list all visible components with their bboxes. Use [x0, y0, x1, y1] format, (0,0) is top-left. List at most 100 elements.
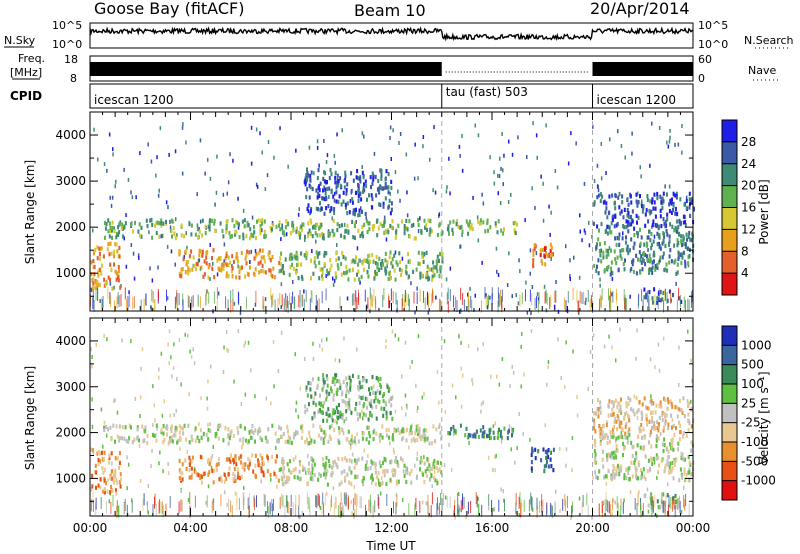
gate-stripe — [566, 495, 568, 508]
range-cell — [643, 396, 646, 401]
range-cell — [537, 449, 540, 454]
range-cell — [309, 209, 312, 214]
range-cell — [235, 230, 238, 235]
gate-stripe — [485, 295, 487, 308]
range-cell — [360, 396, 363, 401]
scatter-cell — [379, 491, 382, 496]
gate-stripe — [197, 294, 199, 307]
scatter-cell — [461, 373, 464, 378]
range-cell — [426, 227, 428, 233]
range-cell — [298, 469, 301, 474]
range-cell — [622, 446, 625, 451]
gate-stripe — [287, 300, 289, 313]
scatter-cell — [343, 270, 345, 275]
range-cell — [335, 190, 338, 195]
range-cell — [109, 225, 112, 230]
range-cell — [633, 412, 636, 417]
range-cell — [252, 430, 255, 435]
scatter-cell — [184, 332, 186, 337]
velocity-ylabel: Slant Range [km] — [23, 366, 37, 470]
range-cell — [272, 266, 275, 271]
range-cell — [609, 439, 611, 444]
range-cell — [333, 207, 336, 212]
scatter-cell — [451, 383, 454, 388]
range-cell — [395, 233, 398, 238]
gate-stripe — [654, 294, 656, 307]
range-cell — [341, 413, 344, 418]
nsky-tick-bottom: 10^0 — [52, 38, 82, 51]
xtick-label: 16:00 — [475, 521, 510, 535]
range-cell — [379, 464, 382, 469]
range-cell — [313, 462, 316, 467]
range-cell — [205, 251, 208, 256]
range-cell — [459, 423, 462, 428]
range-cell — [410, 223, 413, 228]
scatter-cell — [529, 437, 531, 442]
range-cell — [218, 477, 221, 482]
gate-stripe — [427, 494, 429, 507]
range-cell — [348, 397, 351, 403]
range-cell — [500, 228, 503, 233]
range-cell — [118, 460, 121, 465]
range-cell — [335, 405, 338, 410]
range-cell — [623, 416, 626, 421]
gate-stripe — [440, 300, 442, 312]
scatter-cell — [113, 226, 116, 231]
colorbar-tick-label: 8 — [741, 244, 749, 258]
range-cell — [291, 223, 293, 228]
scatter-cell — [584, 301, 587, 306]
range-cell — [181, 477, 184, 482]
scatter-cell — [415, 383, 417, 388]
scatter-cell — [554, 169, 557, 173]
scatter-cell — [502, 182, 504, 187]
range-cell — [276, 438, 279, 443]
range-cell — [685, 232, 688, 237]
range-cell — [214, 228, 217, 233]
scatter-cell — [147, 483, 150, 488]
range-cell — [483, 430, 486, 435]
range-cell — [647, 458, 650, 463]
gate-stripe — [683, 495, 685, 507]
range-cell — [627, 395, 630, 401]
range-cell — [670, 201, 673, 206]
range-cell — [677, 250, 680, 255]
range-cell — [664, 397, 667, 402]
range-cell — [624, 431, 627, 436]
range-cell — [338, 430, 341, 435]
nsearch-tick-top: 10^5 — [698, 19, 728, 32]
range-cell — [327, 204, 330, 209]
range-cell — [217, 436, 220, 441]
gate-stripe — [340, 492, 342, 505]
gate-stripe — [382, 295, 384, 307]
range-cell — [321, 270, 324, 275]
gate-stripe — [460, 287, 462, 300]
range-cell — [395, 260, 398, 265]
gate-stripe — [347, 498, 349, 510]
range-cell — [663, 500, 666, 505]
range-cell — [125, 438, 128, 444]
gate-stripe — [677, 497, 679, 510]
scatter-cell — [261, 150, 263, 155]
gate-stripe — [165, 503, 167, 516]
range-cell — [343, 179, 346, 184]
gate-stripe — [572, 287, 574, 300]
scatter-cell — [614, 500, 616, 505]
range-cell — [688, 460, 691, 465]
gate-stripe — [414, 504, 416, 517]
range-cell — [669, 248, 672, 253]
range-cell — [229, 235, 232, 240]
range-cell — [110, 476, 113, 481]
scatter-cell — [264, 187, 267, 192]
colorbar-swatch — [722, 273, 737, 295]
range-cell — [671, 441, 673, 446]
range-cell — [306, 251, 309, 256]
range-cell — [209, 428, 212, 434]
range-cell — [406, 427, 409, 432]
range-cell — [640, 254, 643, 259]
range-cell — [671, 425, 673, 430]
gate-stripe — [612, 290, 614, 303]
scatter-cell — [226, 191, 228, 196]
range-cell — [640, 422, 643, 428]
range-cell — [662, 191, 665, 196]
ytick-label: 4000 — [55, 128, 86, 142]
